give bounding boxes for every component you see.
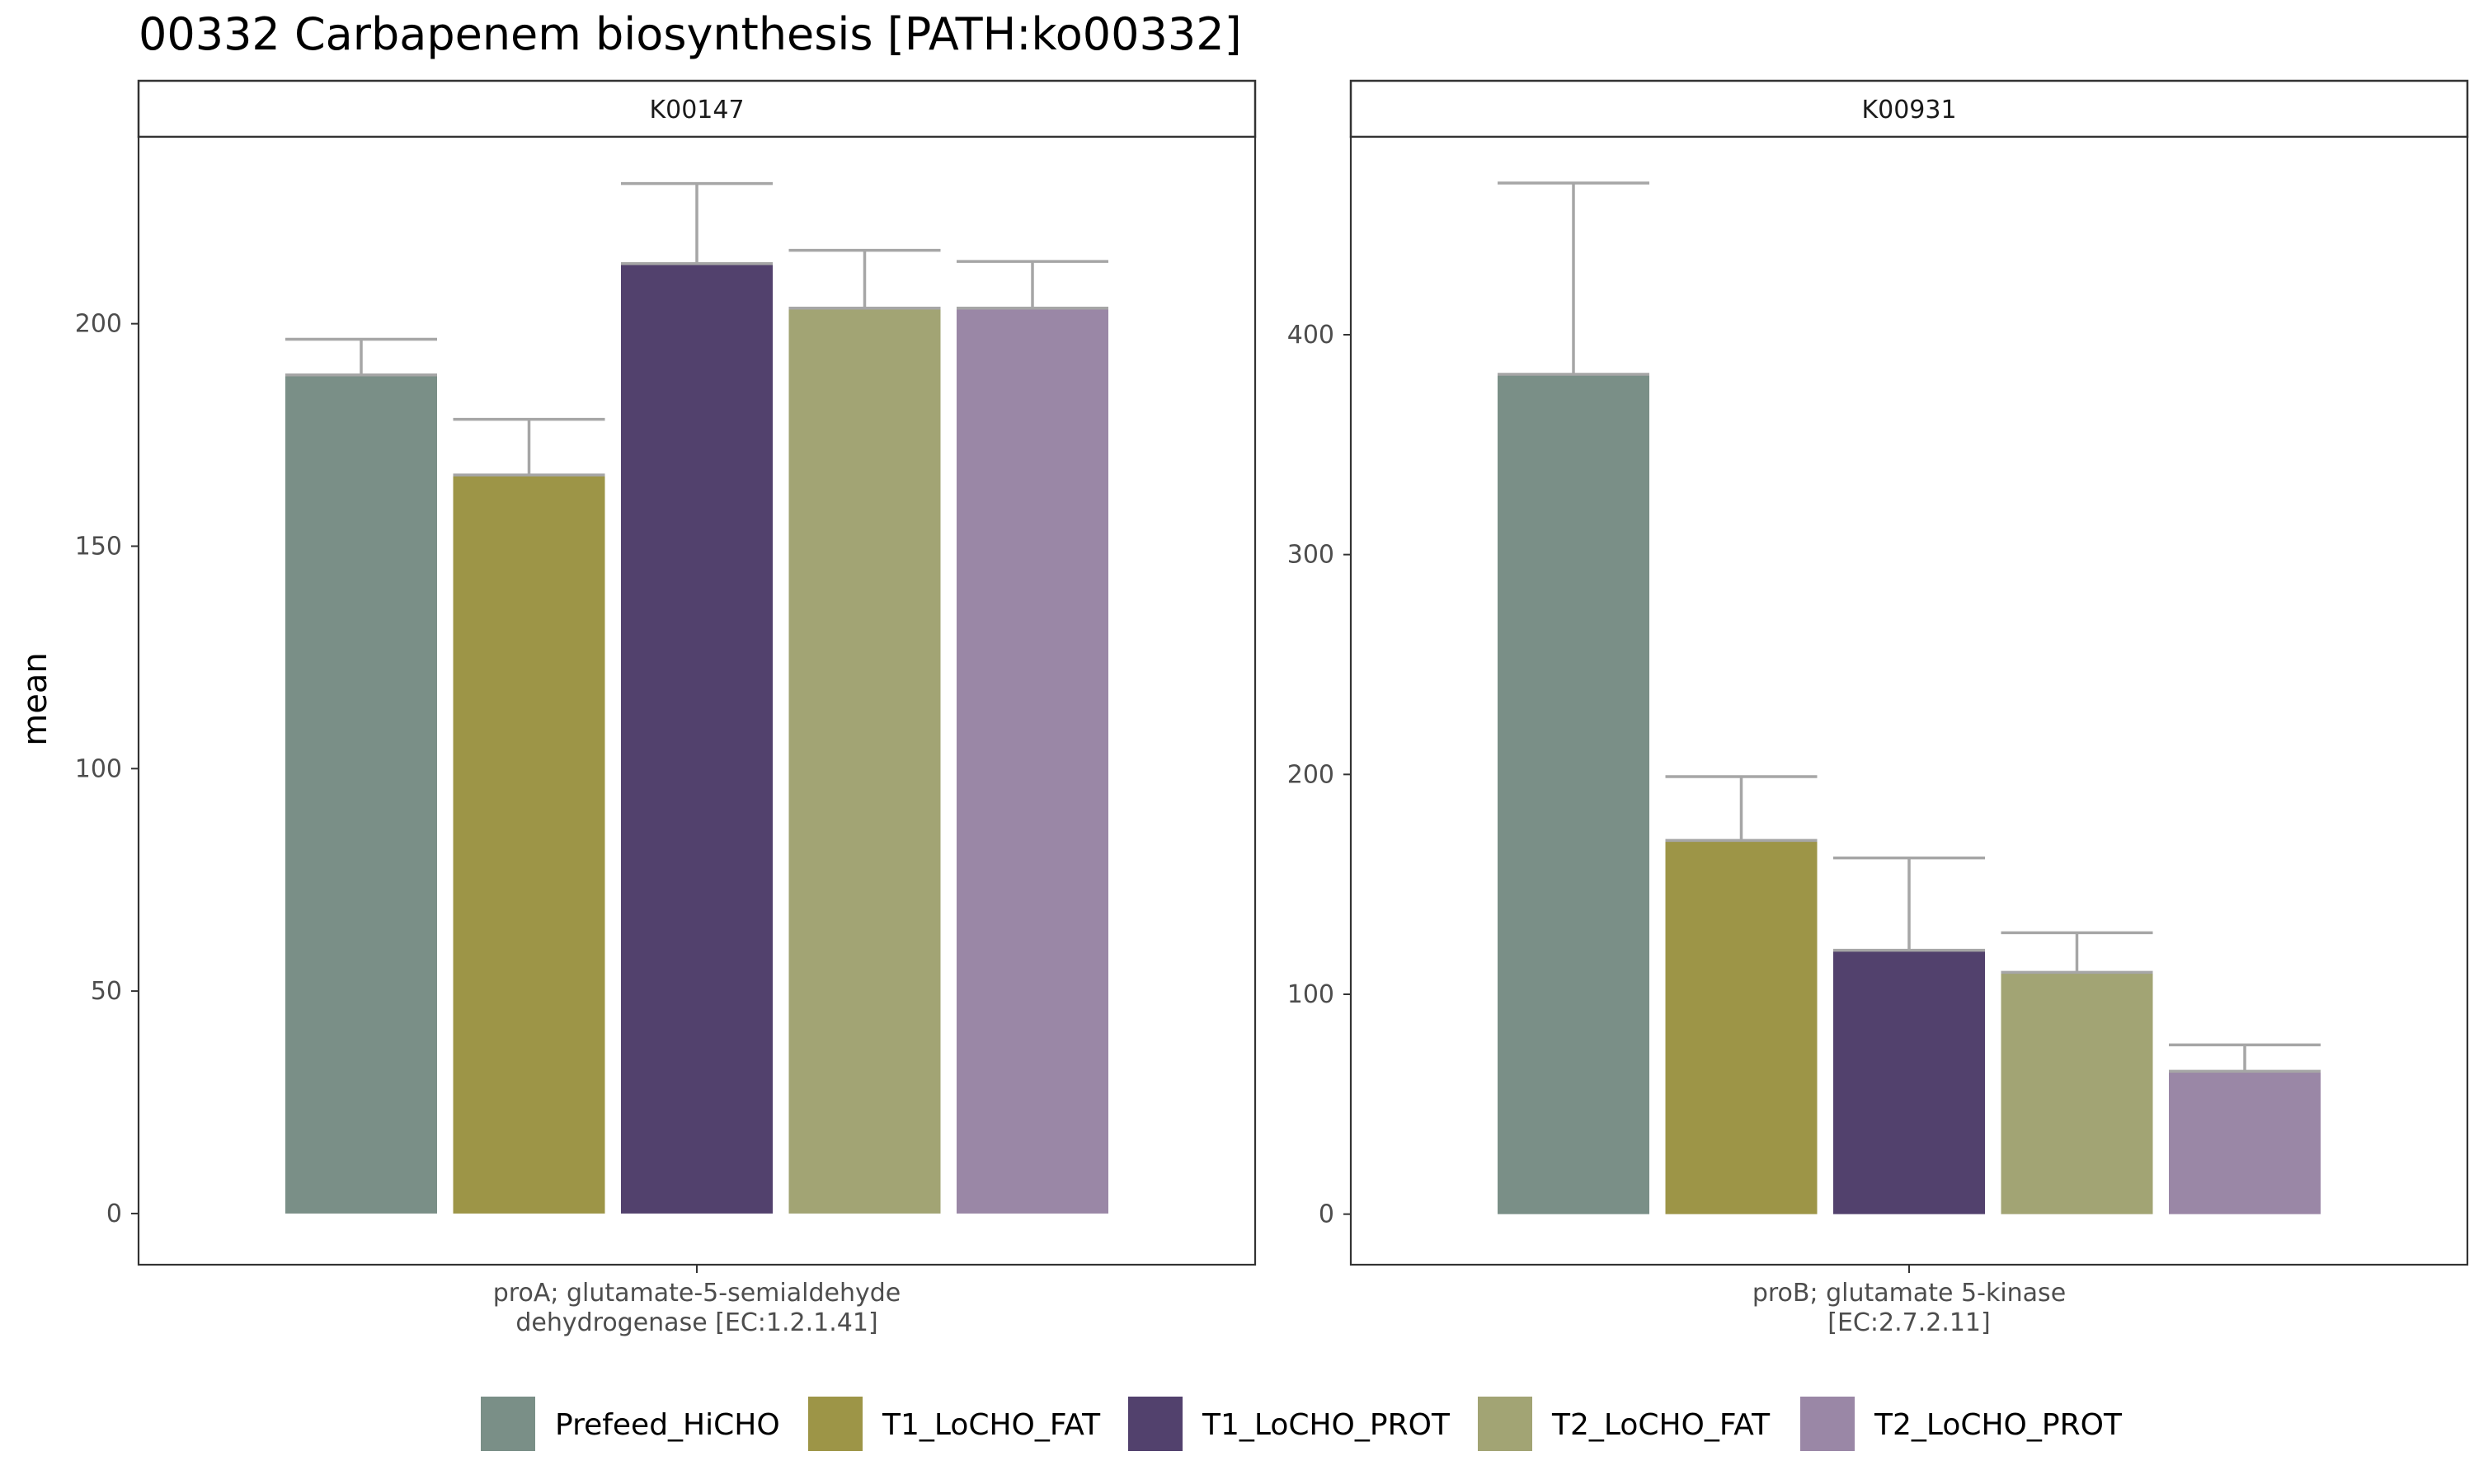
bar-T1_LoCHO_FAT <box>453 475 605 1214</box>
y-tick-label: 200 <box>75 310 122 339</box>
legend-item-T2_LoCHO_PROT: T2_LoCHO_PROT <box>1800 1397 2123 1451</box>
legend-swatch <box>1128 1397 1183 1451</box>
strip-box <box>1349 79 2469 139</box>
legend-item-T2_LoCHO_FAT: T2_LoCHO_FAT <box>1478 1397 1771 1451</box>
y-tick-label: 0 <box>1319 1200 1334 1229</box>
bar-T2_LoCHO_PROT <box>957 308 1108 1214</box>
y-tick-label: 300 <box>1287 541 1334 570</box>
bar-T2_LoCHO_FAT <box>788 308 941 1214</box>
legend-label: T1_LoCHO_FAT <box>882 1408 1101 1442</box>
y-tick-label: 100 <box>75 754 122 783</box>
legend-label: T2_LoCHO_PROT <box>1874 1408 2123 1442</box>
facet-panels: K00147 0 50 100 150 200 proA; glutamate-5-semi… <box>75 79 2469 1337</box>
y-tick-label: 400 <box>1287 321 1334 350</box>
legend-label: T2_LoCHO_FAT <box>1551 1408 1771 1442</box>
y-tick-label: 100 <box>1287 980 1334 1009</box>
bar-T1_LoCHO_FAT <box>1665 840 1818 1214</box>
x-tick-label-line: proA; glutamate-5-semialdehyde <box>493 1279 901 1308</box>
legend: Prefeed_HiCHO T1_LoCHO_FAT T1_LoCHO_PROT T2… <box>481 1397 2123 1451</box>
strip-label: K00147 <box>649 96 744 124</box>
y-tick-label: 50 <box>91 977 122 1006</box>
y-tick-label: 200 <box>1287 760 1334 789</box>
bar-T2_LoCHO_FAT <box>2001 972 2153 1214</box>
panel-K00931: K00931 0 100 200 300 400 proB; glutamate 5-kin… <box>1287 79 2469 1337</box>
legend-swatch <box>1800 1397 1855 1451</box>
chart-title: 00332 Carbapenem biosynthesis [PATH:ko00… <box>139 8 1242 60</box>
bar-Prefeed_HiCHO <box>285 374 437 1214</box>
x-tick-label-line: [EC:2.7.2.11] <box>1827 1308 1990 1337</box>
x-tick-label-line: dehydrogenase [EC:1.2.1.41] <box>515 1308 877 1337</box>
y-axis-title: mean <box>16 652 54 745</box>
panel-K00147: K00147 0 50 100 150 200 proA; glutamate-5-semi… <box>75 79 1257 1337</box>
bar-T2_LoCHO_PROT <box>2169 1071 2321 1214</box>
bar-Prefeed_HiCHO <box>1498 374 1649 1214</box>
y-tick-label: 0 <box>106 1200 122 1228</box>
x-tick-label-line: proB; glutamate 5-kinase <box>1752 1279 2066 1308</box>
legend-item-T1_LoCHO_PROT: T1_LoCHO_PROT <box>1128 1397 1451 1451</box>
legend-swatch <box>808 1397 863 1451</box>
bar-T1_LoCHO_PROT <box>1833 950 1985 1214</box>
bar-T1_LoCHO_PROT <box>621 263 773 1214</box>
strip-label: K00931 <box>1861 96 1956 124</box>
legend-label: T1_LoCHO_PROT <box>1202 1408 1451 1442</box>
legend-swatch <box>481 1397 535 1451</box>
legend-item-T1_LoCHO_FAT: T1_LoCHO_FAT <box>808 1397 1101 1451</box>
legend-label: Prefeed_HiCHO <box>555 1408 780 1442</box>
legend-item-Prefeed_HiCHO: Prefeed_HiCHO <box>481 1397 780 1451</box>
legend-swatch <box>1478 1397 1532 1451</box>
y-tick-label: 150 <box>75 532 122 561</box>
strip-box <box>137 79 1257 139</box>
